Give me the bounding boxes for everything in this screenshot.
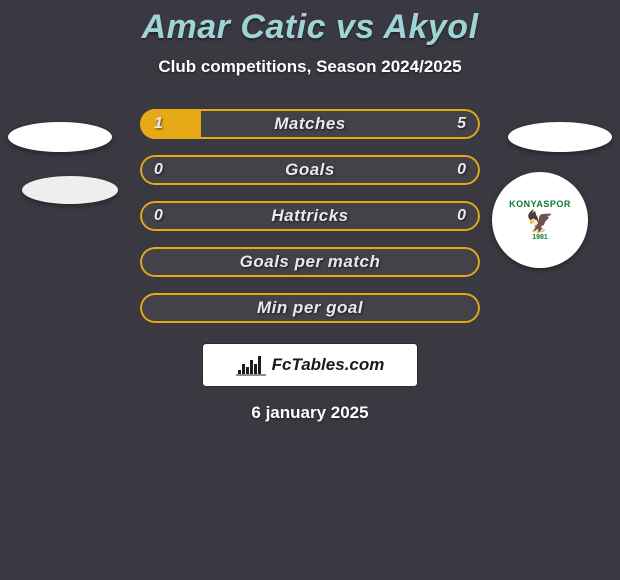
stat-value-right: 0 <box>457 161 466 179</box>
stat-row-matches: Matches1 5 <box>140 109 480 139</box>
stat-row-goals-per-match: Goals per match <box>140 247 480 277</box>
stat-value-left: 0 <box>154 161 163 179</box>
subtitle: Club competitions, Season 2024/2025 <box>158 57 461 77</box>
club-badge-inner: KONYASPOR 🦅 1981 <box>496 176 584 264</box>
stat-row-goals: Goals0 0 <box>140 155 480 185</box>
fctables-watermark: FcTables.com <box>202 343 418 387</box>
player-oval-left-2 <box>22 176 118 204</box>
stat-label: Hattricks <box>140 206 480 226</box>
stat-value-right: 0 <box>457 207 466 225</box>
date: 6 january 2025 <box>251 403 368 423</box>
infographic: Amar Catic vs Akyol Club competitions, S… <box>0 0 620 423</box>
stat-row-hattricks: Hattricks0 0 <box>140 201 480 231</box>
stat-row-min-per-goal: Min per goal <box>140 293 480 323</box>
stat-label: Goals <box>140 160 480 180</box>
stat-value-left: 0 <box>154 207 163 225</box>
fctables-text: FcTables.com <box>272 355 385 375</box>
bar-chart-icon <box>236 354 266 376</box>
stat-value-left: 1 <box>154 115 163 133</box>
stat-label: Matches <box>140 114 480 134</box>
club-name: KONYASPOR <box>509 199 571 209</box>
page-title: Amar Catic vs Akyol <box>141 8 478 47</box>
stat-label: Min per goal <box>140 298 480 318</box>
eagle-icon: 🦅 <box>526 211 553 233</box>
player-oval-right-1 <box>508 122 612 152</box>
player-oval-left-1 <box>8 122 112 152</box>
club-year: 1981 <box>532 234 548 241</box>
stat-label: Goals per match <box>140 252 480 272</box>
stat-value-right: 5 <box>457 115 466 133</box>
bars-area: KONYASPOR 🦅 1981 Matches15Goals00Hattric… <box>0 109 620 323</box>
club-badge-konyaspor: KONYASPOR 🦅 1981 <box>492 172 588 268</box>
